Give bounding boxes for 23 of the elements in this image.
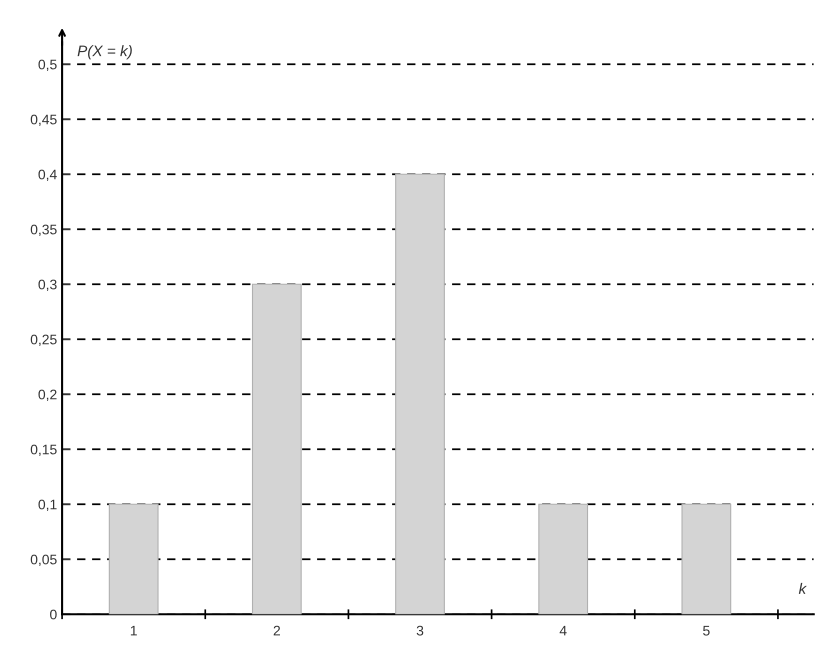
bar [538, 504, 588, 614]
x-tick-label: 2 [274, 626, 280, 636]
y-tick-label: 0,35 [30, 224, 57, 236]
x-tick-label: 1 [130, 626, 137, 636]
x-tick-label: 4 [560, 626, 567, 636]
y-tick-label: 0,45 [30, 114, 57, 126]
bar [681, 504, 732, 614]
x-axis-title: k [798, 582, 807, 594]
y-tick-label: 0,3 [38, 280, 57, 292]
y-tick-label: 0,5 [38, 60, 57, 72]
bar [252, 284, 302, 614]
bar [395, 174, 445, 614]
bar [108, 504, 159, 614]
y-tick-label: 0,05 [30, 554, 57, 566]
y-tick-label: 0,2 [38, 390, 57, 402]
y-tick-label: 0,15 [30, 444, 57, 456]
x-tick-label: 3 [416, 626, 424, 636]
y-tick-label: 0 [50, 610, 57, 620]
y-tick-label: 0,1 [38, 500, 57, 512]
y-tick-label: 0,4 [38, 170, 57, 182]
x-tick-label: 5 [703, 626, 710, 636]
y-axis-title: P(X = k) [78, 45, 132, 60]
y-tick-label: 0,25 [30, 334, 57, 346]
